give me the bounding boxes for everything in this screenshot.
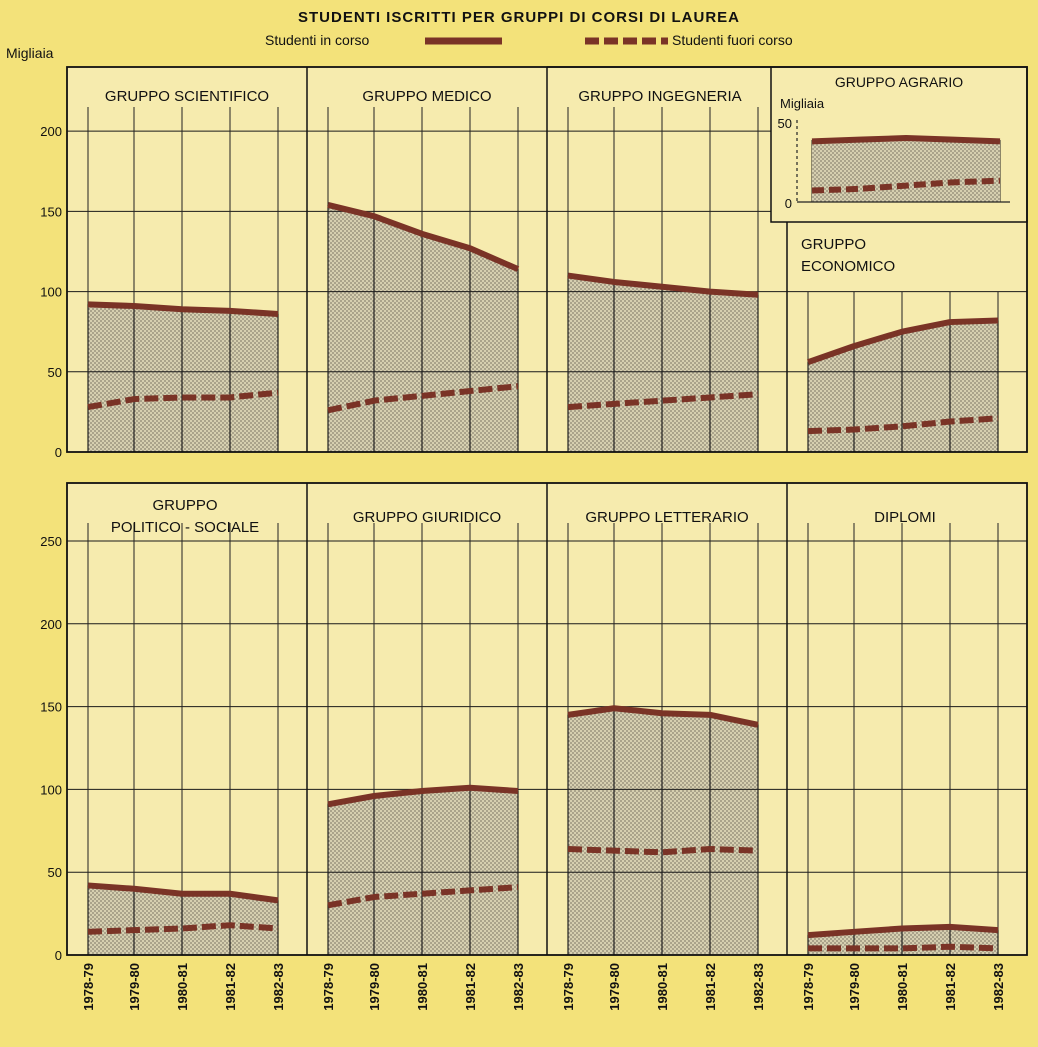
agrario-unit-label: Migliaia [780,96,825,111]
area-fill-8 [568,708,758,955]
x-tick-label: 1982-83 [991,963,1006,1011]
x-tick-label: 1980-81 [895,963,910,1011]
x-tick-label: 1982-83 [271,963,286,1011]
bottom-y-tick-label: 150 [40,700,62,715]
area-fill-3 [568,275,758,452]
series-line-in-corso-9 [807,923,999,939]
x-tick-label: 1979-80 [607,963,622,1011]
series-line-in-corso-8 [567,705,759,728]
x-tick-label: 1979-80 [847,963,862,1011]
series-line-in-corso-1 [87,301,279,318]
panel-title-giuridico: GRUPPO GIURIDICO [353,509,501,526]
x-tick-label: 1978-79 [801,963,816,1011]
panel-title-politico-line2: POLITICO - SOCIALE [111,519,259,536]
legend-label-in-corso: Studenti in corso [265,32,369,48]
series-line-fuori-corso-7 [327,884,519,909]
area-fill-7 [328,787,518,955]
bottom-y-tick-label: 250 [40,534,62,549]
x-tick-label: 1978-79 [321,963,336,1011]
series-line-in-corso-3 [567,272,759,298]
x-tick-label: 1981-82 [943,963,958,1011]
top-y-tick-label: 100 [40,285,62,300]
agrario-tick-label: 0 [785,196,792,211]
bottom-y-tick-label: 200 [40,617,62,632]
panel-title-diplomi: DIPLOMI [874,509,936,526]
series-line-in-corso-6 [87,882,279,904]
x-tick-label: 1981-82 [463,963,478,1011]
bottom-y-tick-label: 0 [55,948,62,963]
series-line-in-corso-7 [327,784,519,808]
series-line-in-corso-4 [811,135,1001,145]
top-y-tick-label: 150 [40,204,62,219]
series-line-fuori-corso-9 [808,943,999,952]
x-tick-label: 1979-80 [367,963,382,1011]
bottom-y-tick-label: 100 [40,782,62,797]
x-tick-label: 1981-82 [223,963,238,1011]
bottom-y-tick-label: 50 [48,865,62,880]
chart-title: STUDENTI ISCRITTI PER GRUPPI DI CORSI DI… [298,9,740,26]
series-line-fuori-corso-5 [807,415,999,435]
top-y-tick-label: 0 [55,445,62,460]
panel-title-medico: GRUPPO MEDICO [362,88,491,105]
series-line-fuori-corso-3 [567,391,759,411]
panel-title-agrario: GRUPPO AGRARIO [835,74,963,90]
series-line-fuori-corso-1 [87,389,279,411]
area-fill-1 [88,304,278,452]
series-line-fuori-corso-4 [811,177,1001,194]
y-axis-unit-label: Migliaia [6,45,54,61]
top-y-tick-label: 200 [40,124,62,139]
agrario-tick-label: 50 [778,116,792,131]
panel-title-economico-line2: ECONOMICO [801,258,895,275]
panel-title-politico-line1: GRUPPO [152,497,217,514]
area-fill-4 [812,138,1000,202]
panel-title-scientifico: GRUPPO SCIENTIFICO [105,88,269,105]
x-tick-label: 1978-79 [561,963,576,1011]
legend-label-fuori-corso: Studenti fuori corso [672,32,793,48]
x-tick-label: 1979-80 [127,963,142,1011]
top-y-tick-label: 50 [48,365,62,380]
series-line-fuori-corso-6 [87,922,279,935]
series-line-fuori-corso-2 [327,383,519,414]
x-tick-label: 1980-81 [655,963,670,1011]
panel-title-ingegneria: GRUPPO INGEGNERIA [578,88,741,105]
x-tick-label: 1982-83 [511,963,526,1011]
series-line-fuori-corso-8 [567,846,759,856]
series-line-in-corso-5 [807,317,999,365]
panel-title-letterario: GRUPPO LETTERARIO [585,509,748,526]
panel-title-economico-line1: GRUPPO [801,236,866,253]
series-line-in-corso-2 [327,202,520,272]
x-tick-label: 1981-82 [703,963,718,1011]
x-tick-label: 1982-83 [751,963,766,1011]
x-tick-label: 1980-81 [415,963,430,1011]
x-tick-label: 1978-79 [81,963,96,1011]
x-tick-label: 1980-81 [175,963,190,1011]
